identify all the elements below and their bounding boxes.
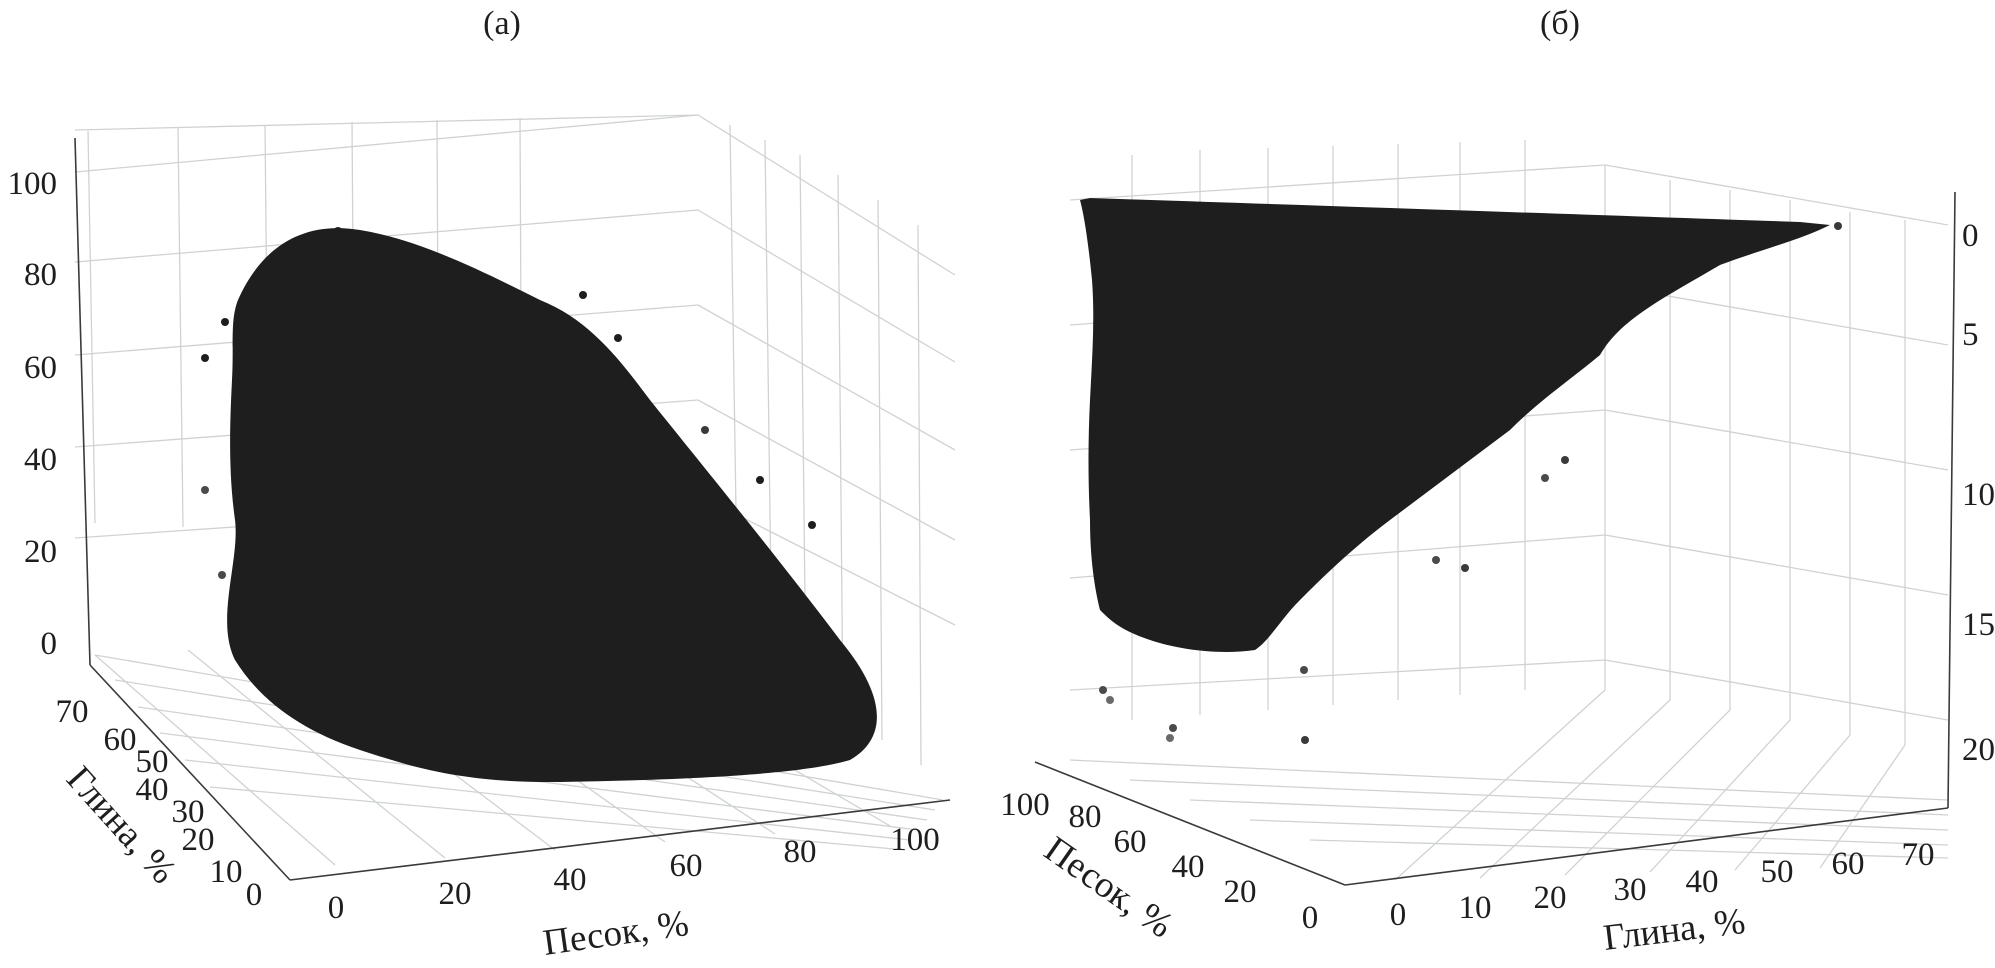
x-tick-label: 30: [1614, 872, 1647, 908]
panel-a-x-axis-label: Песок, %: [541, 903, 692, 964]
y-tick-label: 40: [136, 772, 169, 808]
x-tick-label: 70: [1902, 837, 1935, 873]
y-tick-label: 100: [1000, 787, 1050, 823]
outlier-point: [579, 291, 587, 299]
y-tick-label: 40: [1172, 849, 1205, 885]
outlier-point: [808, 521, 816, 529]
y-tick-label: 0: [246, 877, 263, 913]
panel-a-y-axis-line: [89, 664, 291, 881]
outlier-point: [756, 476, 764, 484]
z-tick-label: 60: [24, 350, 57, 386]
panel-b-y-axis-label: Песок, %: [1037, 829, 1180, 946]
panel-b-z-axis-line: [1947, 191, 1956, 809]
y-tick-label: 30: [172, 794, 205, 830]
z-tick-label: 20: [24, 534, 57, 570]
panel-a-x-axis-line: [289, 799, 951, 881]
outlier-point: [333, 227, 343, 237]
outlier-point: [407, 257, 417, 267]
panel-b-x-ticks: 0 10 20 30 40 50 60 70: [1390, 837, 1935, 933]
y-tick-label: 70: [56, 694, 89, 730]
z-tick-label: 80: [24, 257, 57, 293]
panel-b-cloud-body: [1080, 198, 1830, 652]
panel-b-z-ticks: 0 5 10 15 20: [1962, 218, 1995, 768]
outlier-point: [218, 571, 226, 579]
x-tick-label: 60: [1832, 846, 1865, 882]
panel-a-title: (а): [483, 5, 521, 42]
outlier-point: [1561, 456, 1569, 464]
y-tick-label: 60: [1114, 824, 1147, 860]
panel-b-y-ticks: 100 80 60 40 20 0: [1000, 787, 1318, 936]
panel-a-y-ticks: 70 60 50 40 30 20 10 0: [56, 694, 263, 913]
panel-a: (а): [8, 5, 956, 964]
outlier-point: [701, 426, 709, 434]
z-tick-label: 100: [8, 166, 58, 202]
outlier-point: [1169, 724, 1177, 732]
outlier-point: [1834, 222, 1842, 230]
x-tick-label: 20: [439, 876, 472, 912]
outlier-point: [1300, 666, 1308, 674]
z-tick-label: 0: [41, 626, 58, 662]
x-tick-label: 100: [890, 822, 940, 858]
panel-b-y-axis-line: [1034, 761, 1346, 886]
y-tick-label: 10: [210, 854, 243, 890]
panel-b-title: (б): [1540, 5, 1580, 42]
panel-b-x-axis-line: [1344, 807, 1949, 886]
x-tick-label: 80: [784, 834, 817, 870]
panel-b-x-axis-label: Глина, %: [1601, 901, 1747, 959]
outlier-point: [201, 354, 209, 362]
outlier-point: [1166, 734, 1174, 742]
y-tick-label: 50: [136, 744, 169, 780]
x-tick-label: 40: [554, 862, 587, 898]
z-tick-label: 40: [24, 442, 57, 478]
y-tick-label: 20: [1224, 874, 1257, 910]
outlier-point: [1541, 474, 1549, 482]
y-tick-label: 80: [1069, 799, 1102, 835]
outlier-point: [1301, 736, 1309, 744]
panel-a-point-cloud: [201, 227, 877, 783]
y-tick-label: 20: [182, 822, 215, 858]
x-tick-label: 10: [1459, 890, 1492, 926]
panel-b: (б): [1000, 5, 1995, 959]
z-tick-label: 20: [1962, 732, 1995, 768]
panel-a-z-ticks: 100 80 60 40 20 0: [8, 166, 58, 662]
outlier-point: [614, 334, 622, 342]
panel-b-point-cloud: [1080, 198, 1842, 744]
z-tick-label: 5: [1962, 317, 1979, 353]
x-tick-label: 60: [670, 848, 703, 884]
outlier-point: [201, 486, 209, 494]
panel-a-x-ticks: 0 20 40 60 80 100: [328, 822, 940, 926]
z-tick-label: 15: [1962, 607, 1995, 643]
outlier-point: [1461, 564, 1469, 572]
panel-a-z-axis-line: [74, 137, 91, 666]
z-tick-label: 0: [1962, 218, 1979, 254]
x-tick-label: 50: [1761, 854, 1794, 890]
panel-a-cloud-body: [227, 228, 877, 783]
outlier-point: [221, 318, 229, 326]
outlier-point: [1432, 556, 1440, 564]
x-tick-label: 40: [1686, 864, 1719, 900]
x-tick-label: 20: [1534, 880, 1567, 916]
y-tick-label: 0: [1302, 900, 1319, 936]
outlier-point: [1099, 686, 1107, 694]
x-tick-label: 0: [328, 890, 345, 926]
outlier-point: [1106, 696, 1114, 704]
y-tick-label: 60: [104, 722, 137, 758]
x-tick-label: 0: [1390, 897, 1407, 933]
z-tick-label: 10: [1962, 477, 1995, 513]
outlier-point: [345, 235, 355, 245]
panel-a-cloud-top-fringe: [250, 245, 500, 320]
